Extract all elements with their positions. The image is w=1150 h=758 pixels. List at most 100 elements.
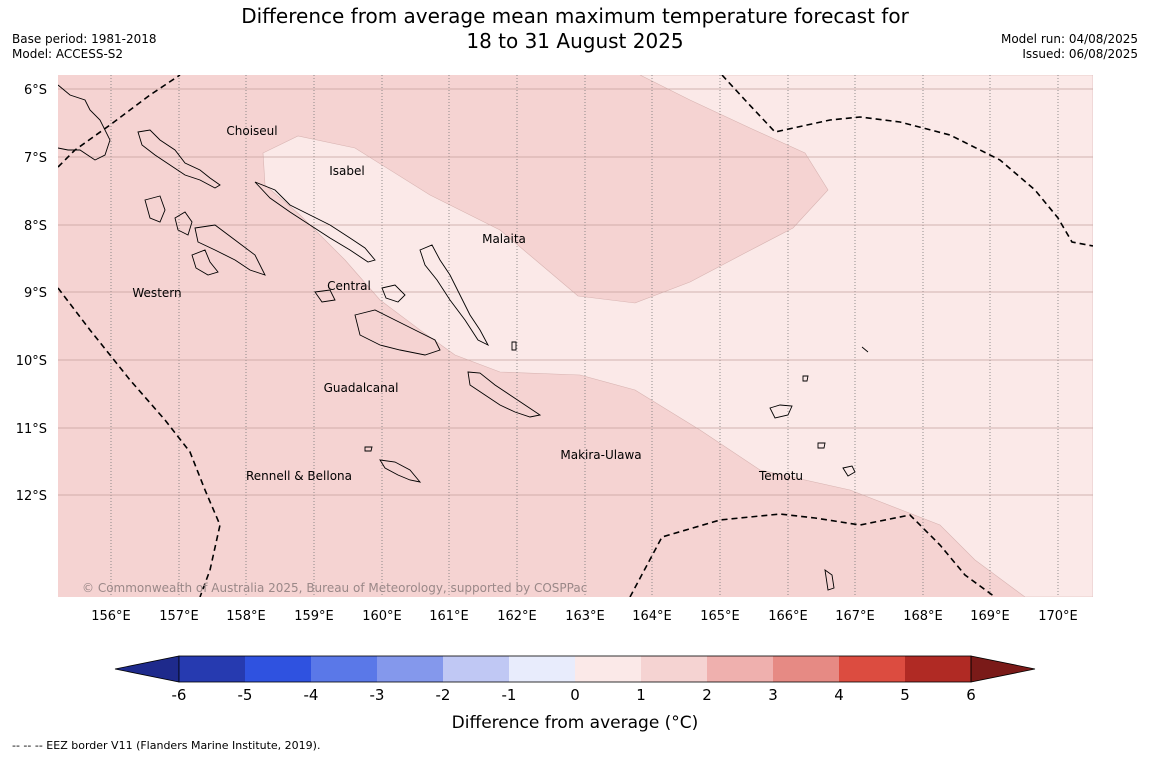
lon-label: 163°E bbox=[565, 609, 605, 624]
lon-label: 157°E bbox=[159, 609, 199, 624]
lon-label: 170°E bbox=[1038, 609, 1078, 624]
islands bbox=[58, 84, 869, 591]
lat-label: 9°S bbox=[24, 286, 47, 301]
colorbar-tick: 0 bbox=[570, 686, 580, 704]
colorbar-segment bbox=[641, 656, 707, 682]
meridian-lines bbox=[110, 75, 1059, 597]
colorbar-tick: -3 bbox=[370, 686, 385, 704]
eez-border bbox=[58, 75, 1093, 597]
island-torres bbox=[824, 569, 835, 591]
label-rennell: Rennell & Bellona bbox=[246, 469, 352, 483]
lon-label: 160°E bbox=[362, 609, 402, 624]
island-rennell bbox=[379, 459, 422, 483]
colorbar-tick: -6 bbox=[172, 686, 187, 704]
colorbar-tick: 2 bbox=[702, 686, 712, 704]
lon-label: 165°E bbox=[700, 609, 740, 624]
island-russell bbox=[314, 289, 336, 303]
island-tinakula bbox=[817, 442, 826, 449]
lon-label: 159°E bbox=[294, 609, 334, 624]
island-choiseul bbox=[137, 129, 221, 189]
colorbar-tick: -4 bbox=[304, 686, 319, 704]
colorbar-tick: -2 bbox=[436, 686, 451, 704]
colorbar-tick: 4 bbox=[834, 686, 844, 704]
lat-label: 6°S bbox=[24, 83, 47, 98]
island-bellona bbox=[364, 446, 373, 452]
region-labels: Choiseul Isabel Malaita Western Central … bbox=[132, 124, 803, 483]
label-choiseul: Choiseul bbox=[226, 124, 277, 138]
longitude-labels: 156°E 157°E 158°E 159°E 160°E 161°E 162°… bbox=[91, 609, 1078, 624]
colorbar-tick: -5 bbox=[238, 686, 253, 704]
meta-right: Model run: 04/08/2025 Issued: 06/08/2025 bbox=[1001, 32, 1138, 62]
model-run: Model run: 04/08/2025 bbox=[1000, 32, 1138, 46]
label-central: Central bbox=[327, 279, 371, 293]
colorbar-low-extension bbox=[114, 655, 180, 683]
colorbar-tick: 1 bbox=[636, 686, 646, 704]
colorbar-segment bbox=[839, 656, 905, 682]
lon-label: 164°E bbox=[632, 609, 672, 624]
island-malaita bbox=[419, 244, 490, 347]
colorbar-ticks: -6 -5 -4 -3 -2 -1 0 1 2 3 4 5 6 bbox=[172, 686, 976, 704]
lon-label: 158°E bbox=[226, 609, 266, 624]
island-duff bbox=[802, 375, 809, 382]
colorbar-high-extension bbox=[970, 655, 1036, 683]
colorbar: -6 -5 -4 -3 -2 -1 0 1 2 3 4 5 6 Differen… bbox=[114, 655, 1036, 733]
island-santa-cruz bbox=[769, 404, 793, 419]
label-western: Western bbox=[132, 286, 181, 300]
parallel-lines bbox=[58, 88, 1093, 496]
issued-date: Issued: 06/08/2025 bbox=[1022, 47, 1138, 61]
meta-left: Base period: 1981-2018 Model: ACCESS-S2 bbox=[12, 32, 157, 62]
base-period: Base period: 1981-2018 bbox=[12, 32, 157, 46]
map-title: Difference from average mean maximum tem… bbox=[0, 4, 1150, 54]
island-guadalcanal bbox=[354, 309, 441, 356]
colorbar-segment bbox=[773, 656, 839, 682]
label-malaita: Malaita bbox=[482, 232, 526, 246]
label-guadalcanal: Guadalcanal bbox=[324, 381, 399, 395]
lat-label: 12°S bbox=[16, 489, 47, 504]
colorbar-tick: 5 bbox=[900, 686, 910, 704]
lon-label: 167°E bbox=[835, 609, 875, 624]
colorbar-tick: -1 bbox=[502, 686, 517, 704]
colorbar-segment bbox=[707, 656, 773, 682]
island-new-georgia bbox=[194, 224, 266, 276]
title-line-2: 18 to 31 August 2025 bbox=[466, 29, 684, 53]
map-area bbox=[58, 75, 1093, 597]
lat-label: 8°S bbox=[24, 219, 47, 234]
colorbar-tick: 6 bbox=[966, 686, 976, 704]
label-temotu: Temotu bbox=[758, 469, 803, 483]
island-ulawa bbox=[511, 341, 517, 351]
colorbar-segment bbox=[509, 656, 575, 682]
anomaly-0-1-fill bbox=[262, 75, 1093, 597]
island-isabel bbox=[254, 181, 376, 263]
island-rendova bbox=[191, 249, 219, 276]
lon-label: 166°E bbox=[768, 609, 808, 624]
label-isabel: Isabel bbox=[329, 164, 364, 178]
island-reef bbox=[861, 346, 869, 353]
colorbar-outline bbox=[178, 655, 972, 683]
island-makira bbox=[467, 371, 542, 418]
eez-footnote: -- -- -- EEZ border V11 (Flanders Marine… bbox=[12, 739, 321, 752]
colorbar-segment bbox=[377, 656, 443, 682]
colorbar-segment bbox=[575, 656, 641, 682]
lon-label: 156°E bbox=[91, 609, 131, 624]
colorbar-segment bbox=[179, 656, 245, 682]
latitude-labels: 6°S 7°S 8°S 9°S 10°S 11°S 12°S bbox=[16, 83, 47, 504]
colorbar-tick: 3 bbox=[768, 686, 778, 704]
colorbar-title: Difference from average (°C) bbox=[452, 713, 699, 733]
island-anuta bbox=[842, 465, 856, 477]
copyright-watermark: © Commonwealth of Australia 2025, Bureau… bbox=[82, 581, 587, 595]
title-line-1: Difference from average mean maximum tem… bbox=[241, 4, 909, 28]
lon-label: 168°E bbox=[903, 609, 943, 624]
lon-label: 162°E bbox=[497, 609, 537, 624]
island-kolombangara bbox=[174, 211, 193, 236]
label-makira: Makira-Ulawa bbox=[560, 448, 641, 462]
colorbar-segment bbox=[311, 656, 377, 682]
island-vella-lavella bbox=[144, 195, 166, 223]
colorbar-segment bbox=[245, 656, 311, 682]
model-name: Model: ACCESS-S2 bbox=[12, 47, 124, 61]
lat-label: 7°S bbox=[24, 151, 47, 166]
lon-label: 169°E bbox=[970, 609, 1010, 624]
colorbar-segment bbox=[443, 656, 509, 682]
lon-label: 161°E bbox=[429, 609, 469, 624]
island-florida bbox=[381, 284, 406, 303]
